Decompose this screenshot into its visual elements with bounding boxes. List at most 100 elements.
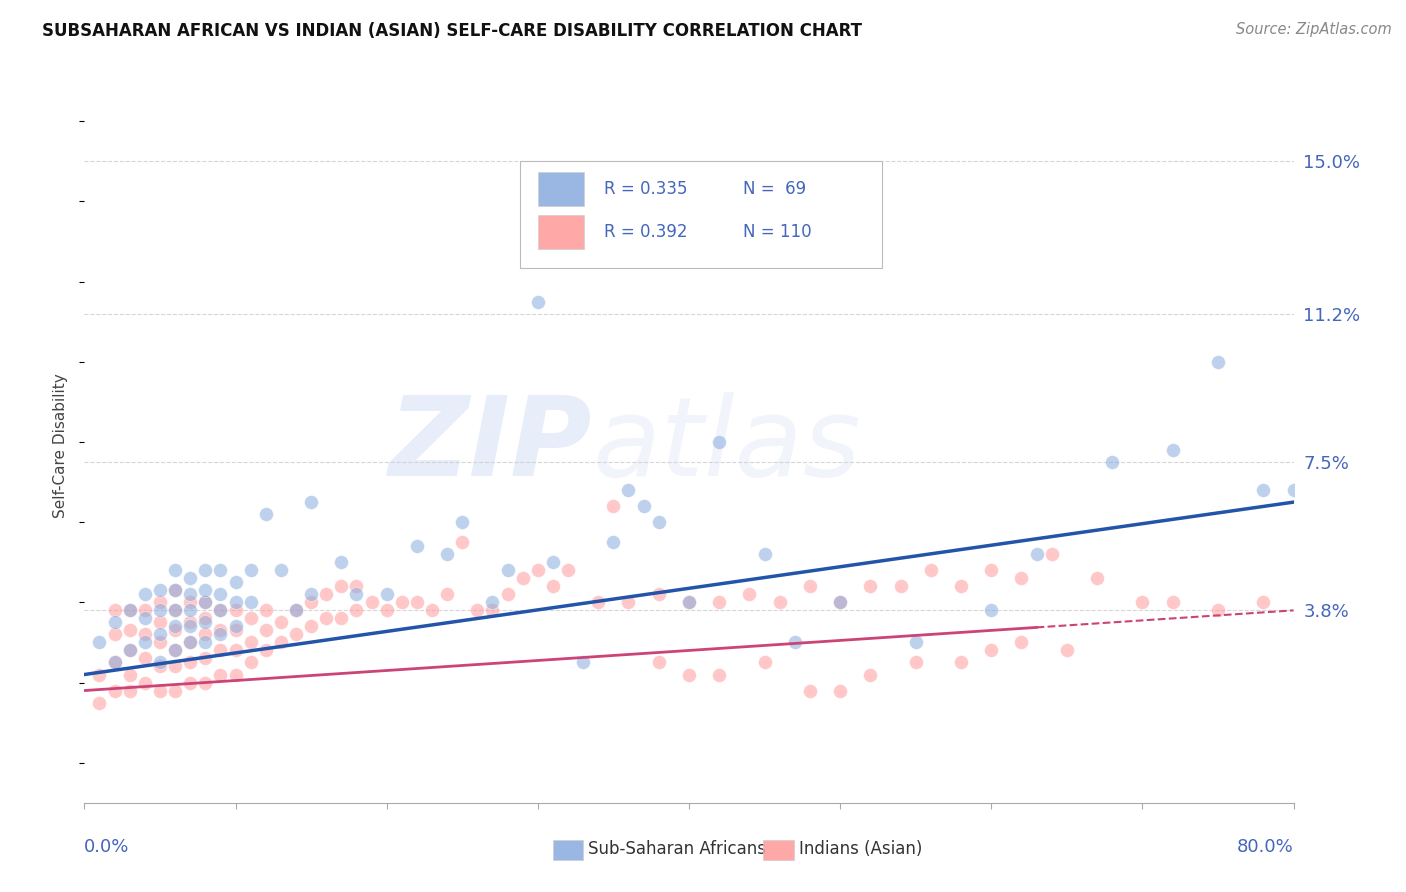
Point bbox=[346, 579, 368, 593]
Point bbox=[1101, 455, 1123, 469]
Point bbox=[799, 579, 821, 593]
Point bbox=[1161, 595, 1184, 609]
Y-axis label: Self-Care Disability: Self-Care Disability bbox=[53, 374, 69, 518]
Point bbox=[149, 627, 172, 641]
Point bbox=[194, 635, 217, 649]
Point bbox=[481, 603, 503, 617]
Point bbox=[209, 603, 232, 617]
Point bbox=[149, 615, 172, 630]
Point bbox=[754, 547, 776, 561]
Point bbox=[194, 595, 217, 609]
Point bbox=[1282, 483, 1305, 497]
Point bbox=[149, 656, 172, 670]
Point bbox=[709, 595, 731, 609]
Point bbox=[467, 603, 489, 617]
Point bbox=[179, 656, 201, 670]
Point bbox=[225, 603, 247, 617]
Point bbox=[496, 563, 519, 577]
Point bbox=[1040, 547, 1063, 561]
Point bbox=[194, 675, 217, 690]
Point bbox=[270, 635, 292, 649]
Point bbox=[1206, 355, 1229, 369]
Point bbox=[225, 667, 247, 681]
Point bbox=[1085, 571, 1108, 585]
Point bbox=[420, 603, 443, 617]
Point bbox=[1253, 595, 1275, 609]
Point bbox=[194, 615, 217, 630]
Point bbox=[904, 635, 927, 649]
Point bbox=[179, 615, 201, 630]
Point bbox=[209, 624, 232, 638]
Point bbox=[179, 587, 201, 601]
Text: R = 0.335: R = 0.335 bbox=[605, 180, 688, 198]
Point bbox=[165, 583, 187, 598]
Point bbox=[330, 579, 353, 593]
Point bbox=[209, 603, 232, 617]
Point bbox=[239, 656, 262, 670]
Point bbox=[209, 667, 232, 681]
Point bbox=[1025, 547, 1047, 561]
Point bbox=[225, 595, 247, 609]
Point bbox=[134, 675, 156, 690]
Point bbox=[179, 675, 201, 690]
Point bbox=[754, 656, 776, 670]
Text: Source: ZipAtlas.com: Source: ZipAtlas.com bbox=[1236, 22, 1392, 37]
Point bbox=[89, 667, 111, 681]
Point bbox=[285, 603, 308, 617]
Point bbox=[165, 603, 187, 617]
Text: SUBSAHARAN AFRICAN VS INDIAN (ASIAN) SELF-CARE DISABILITY CORRELATION CHART: SUBSAHARAN AFRICAN VS INDIAN (ASIAN) SEL… bbox=[42, 22, 862, 40]
Text: atlas: atlas bbox=[592, 392, 860, 500]
Point bbox=[602, 535, 624, 549]
Point bbox=[375, 587, 398, 601]
Point bbox=[118, 603, 141, 617]
Point bbox=[165, 603, 187, 617]
Point bbox=[194, 595, 217, 609]
Point bbox=[436, 587, 458, 601]
Point bbox=[194, 651, 217, 665]
Point bbox=[134, 587, 156, 601]
Point bbox=[149, 683, 172, 698]
Point bbox=[648, 515, 671, 529]
Point bbox=[299, 595, 322, 609]
Point bbox=[179, 619, 201, 633]
Point bbox=[270, 563, 292, 577]
Text: N =  69: N = 69 bbox=[744, 180, 807, 198]
Point bbox=[225, 624, 247, 638]
Point bbox=[678, 595, 700, 609]
Point bbox=[890, 579, 912, 593]
Point bbox=[149, 595, 172, 609]
Point bbox=[285, 603, 308, 617]
Point bbox=[588, 595, 610, 609]
Point bbox=[1056, 643, 1078, 657]
Point bbox=[239, 635, 262, 649]
Point bbox=[165, 563, 187, 577]
Point bbox=[1161, 442, 1184, 457]
FancyBboxPatch shape bbox=[520, 161, 883, 268]
Point bbox=[134, 651, 156, 665]
Text: R = 0.392: R = 0.392 bbox=[605, 223, 688, 241]
Point bbox=[194, 583, 217, 598]
Text: 0.0%: 0.0% bbox=[84, 838, 129, 856]
Point bbox=[633, 499, 655, 513]
Point bbox=[165, 643, 187, 657]
Point bbox=[406, 539, 429, 553]
Point bbox=[118, 683, 141, 698]
Point bbox=[648, 656, 671, 670]
Point bbox=[254, 603, 277, 617]
Point bbox=[980, 643, 1002, 657]
Point bbox=[360, 595, 382, 609]
Point bbox=[104, 656, 127, 670]
Text: Sub-Saharan Africans: Sub-Saharan Africans bbox=[588, 840, 766, 858]
Point bbox=[496, 587, 519, 601]
Point bbox=[769, 595, 792, 609]
Text: 80.0%: 80.0% bbox=[1237, 838, 1294, 856]
Point bbox=[179, 635, 201, 649]
Point bbox=[391, 595, 413, 609]
Point bbox=[315, 587, 337, 601]
Point bbox=[1253, 483, 1275, 497]
Point bbox=[104, 627, 127, 641]
Point bbox=[179, 635, 201, 649]
Point bbox=[134, 627, 156, 641]
Point bbox=[149, 659, 172, 673]
Point bbox=[299, 587, 322, 601]
